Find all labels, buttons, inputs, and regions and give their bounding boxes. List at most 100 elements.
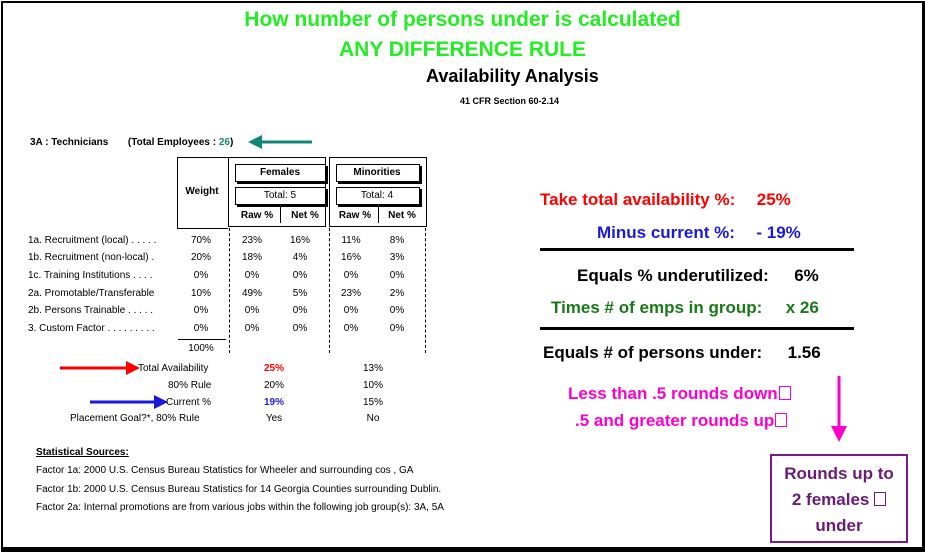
minus-value: - 19% bbox=[756, 223, 801, 242]
rounding-line-2: .5 and greater rounds up bbox=[575, 411, 788, 431]
minorities-raw: 0% bbox=[343, 323, 359, 334]
rounding-text-2: .5 and greater rounds up bbox=[575, 411, 775, 430]
total-availability-minorities: 13% bbox=[362, 363, 383, 374]
minorities-net: 2% bbox=[389, 288, 405, 299]
minorities-header-box bbox=[336, 164, 420, 182]
job-group-name: 3A : Technicians bbox=[30, 137, 109, 148]
placement-females: Yes bbox=[265, 413, 283, 424]
rounds-line-2: 2 females bbox=[772, 487, 906, 513]
minus-line: Minus current %: - 19% bbox=[597, 223, 801, 243]
placement-label: Placement Goal?*, 80% Rule bbox=[70, 413, 200, 424]
females-net: 0% bbox=[292, 305, 308, 316]
weight-header-box bbox=[177, 157, 228, 229]
job-group-label: 3A : Technicians (Total Employees : 26) bbox=[30, 137, 233, 148]
rounds-up-box: Rounds up to 2 females under bbox=[770, 454, 908, 543]
current-minorities: 15% bbox=[362, 397, 383, 408]
females-net: 0% bbox=[292, 323, 308, 334]
minorities-raw-label: Raw % bbox=[338, 210, 372, 221]
females-net: 5% bbox=[292, 288, 308, 299]
females-net: 4% bbox=[292, 252, 308, 263]
box-glyph-icon bbox=[874, 492, 887, 506]
minorities-col-divider bbox=[378, 207, 379, 223]
rounds-line-3: under bbox=[815, 516, 863, 535]
teal-arrow-icon bbox=[248, 135, 312, 149]
females-raw: 18% bbox=[241, 252, 262, 263]
minorities-net: 0% bbox=[389, 323, 405, 334]
females-raw: 23% bbox=[241, 235, 262, 246]
times-value: x 26 bbox=[785, 298, 819, 317]
minorities-raw: 0% bbox=[343, 305, 359, 316]
blue-arrow-icon bbox=[90, 395, 168, 409]
page-title: Availability Analysis bbox=[426, 66, 599, 86]
total-employees-suffix: ) bbox=[230, 137, 234, 148]
females-total-box bbox=[235, 187, 326, 205]
minorities-raw: 0% bbox=[343, 270, 359, 281]
factor-label: 3. Custom Factor . . . . . . . . . bbox=[28, 323, 155, 334]
females-net: 0% bbox=[292, 270, 308, 281]
minorities-net: 8% bbox=[389, 235, 405, 246]
factor-weight: 0% bbox=[193, 270, 209, 281]
persons-label: Equals # of persons under: bbox=[543, 343, 763, 362]
down-arrow-icon bbox=[831, 376, 847, 442]
total-employees-prefix: (Total Employees : bbox=[127, 137, 217, 148]
total-availability-females: 25% bbox=[263, 363, 284, 374]
rule80-females: 20% bbox=[263, 380, 284, 391]
minorities-total: Total: 4 bbox=[360, 190, 394, 201]
cfr-subtitle: 41 CFR Section 60-2.14 bbox=[460, 96, 560, 106]
dash-line-1 bbox=[229, 228, 230, 353]
females-col-divider bbox=[280, 207, 281, 223]
rounding-line-1: Less than .5 rounds down bbox=[568, 384, 791, 404]
calc-rule-1 bbox=[540, 248, 854, 251]
females-raw-label: Raw % bbox=[240, 210, 274, 221]
rounding-text-1: Less than .5 rounds down bbox=[568, 384, 778, 403]
equals-value: 6% bbox=[794, 266, 819, 285]
rule80-minorities: 10% bbox=[362, 380, 383, 391]
weight-total-rule bbox=[178, 339, 226, 340]
weight-header: Weight bbox=[185, 186, 219, 197]
sources-header: Statistical Sources: bbox=[36, 447, 129, 458]
factor-weight: 70% bbox=[190, 235, 211, 246]
minorities-total-box bbox=[336, 187, 420, 205]
females-header-box bbox=[235, 164, 326, 182]
factor-label: 2b. Persons Trainable . . . . . bbox=[28, 305, 154, 316]
females-total: Total: 5 bbox=[263, 190, 297, 201]
total-availability-label: Total Availability bbox=[138, 363, 209, 374]
placement-minorities: No bbox=[366, 413, 380, 424]
factor-weight: 10% bbox=[190, 288, 211, 299]
persons-line: Equals # of persons under: 1.56 bbox=[543, 343, 821, 363]
factor-label: 1a. Recruitment (local) . . . . . bbox=[28, 235, 157, 246]
minus-label: Minus current %: bbox=[597, 223, 735, 242]
times-label: Times # of emps in group: bbox=[551, 298, 763, 317]
females-raw: 0% bbox=[244, 323, 260, 334]
minorities-header: Minorities bbox=[353, 167, 401, 178]
females-header: Females bbox=[259, 167, 301, 178]
factor-label: 1c. Training Institutions . . . . bbox=[28, 270, 153, 281]
take-value: 25% bbox=[756, 190, 791, 209]
minorities-raw: 23% bbox=[340, 288, 361, 299]
take-line: Take total availability %: 25% bbox=[540, 190, 791, 210]
source-line: Factor 2a: Internal promotions are from … bbox=[36, 502, 444, 513]
minorities-raw: 11% bbox=[341, 235, 361, 246]
equals-label: Equals % underutilized: bbox=[577, 266, 769, 285]
calc-rule-2 bbox=[540, 327, 854, 330]
rounds-line-1: Rounds up to bbox=[784, 464, 894, 483]
rounds-text-2: 2 females bbox=[791, 490, 870, 509]
females-raw: 49% bbox=[241, 288, 262, 299]
persons-value: 1.56 bbox=[787, 343, 821, 362]
rule80-label: 80% Rule bbox=[168, 380, 212, 391]
factor-weight: 20% bbox=[190, 252, 211, 263]
females-net: 16% bbox=[289, 235, 310, 246]
minorities-net: 0% bbox=[389, 270, 405, 281]
factor-label: 2a. Promotable/Transferable bbox=[28, 288, 155, 299]
take-label: Take total availability %: bbox=[540, 190, 736, 209]
current-label: Current % bbox=[166, 397, 212, 408]
times-line: Times # of emps in group: x 26 bbox=[551, 298, 819, 318]
title-line-1: How number of persons under is calculate… bbox=[244, 8, 681, 31]
factor-weight: 0% bbox=[193, 323, 209, 334]
females-raw: 0% bbox=[244, 270, 260, 281]
box-glyph-icon bbox=[778, 386, 791, 400]
source-line: Factor 1b: 2000 U.S. Census Bureau Stati… bbox=[36, 484, 442, 495]
females-raw: 0% bbox=[244, 305, 260, 316]
title-line-2: ANY DIFFERENCE RULE bbox=[339, 38, 586, 61]
